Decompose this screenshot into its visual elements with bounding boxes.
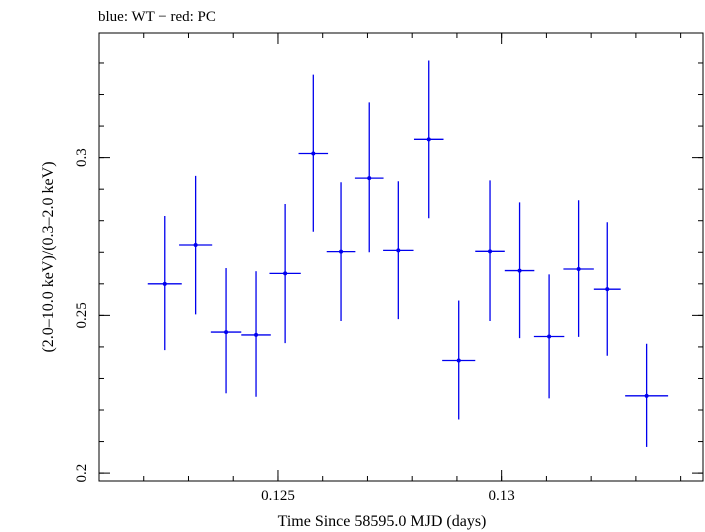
plot-frame <box>98 32 704 482</box>
data-point <box>210 268 242 394</box>
data-point <box>563 200 594 337</box>
data-point <box>475 180 505 322</box>
data-point <box>593 222 621 356</box>
data-point <box>504 202 535 339</box>
point-marker <box>339 249 344 254</box>
chart-title: blue: WT − red: PC <box>98 9 216 25</box>
tick-labels: 0.125 0.13 0.2 0.25 0.3 <box>74 148 515 504</box>
data-point <box>269 203 301 344</box>
point-marker <box>605 287 610 292</box>
data-point <box>179 175 213 315</box>
data-point <box>147 215 182 351</box>
point-marker <box>254 332 259 337</box>
data-point <box>625 343 669 447</box>
point-marker <box>644 393 649 398</box>
x-axis-label: Time Since 58595.0 MJD (days) <box>278 513 487 530</box>
point-marker <box>517 268 522 273</box>
point-marker <box>547 334 552 339</box>
data-point <box>383 181 414 320</box>
x-tick-label: 0.125 <box>261 488 295 504</box>
point-marker <box>283 271 288 276</box>
point-marker <box>311 151 316 156</box>
data-point <box>413 60 444 219</box>
y-axis-label: (2.0–10.0 keV)/(0.3–2.0 keV) <box>40 161 57 352</box>
data-point <box>298 74 329 232</box>
y-tick-label: 0.3 <box>74 148 90 167</box>
point-marker <box>576 266 581 271</box>
point-marker <box>367 176 372 181</box>
point-marker <box>193 243 198 248</box>
data-points <box>147 60 669 447</box>
data-point <box>442 300 476 420</box>
x-tick-label: 0.13 <box>489 488 515 504</box>
axis-ticks <box>98 33 703 481</box>
data-point <box>533 274 565 399</box>
y-tick-label: 0.25 <box>74 302 90 328</box>
point-marker <box>456 358 461 363</box>
data-point <box>241 271 271 397</box>
point-marker <box>396 248 401 253</box>
data-point <box>354 102 384 253</box>
point-marker <box>488 249 493 254</box>
point-marker <box>224 330 229 335</box>
data-point <box>326 182 356 322</box>
point-marker <box>162 281 167 286</box>
y-tick-label: 0.2 <box>74 464 90 483</box>
point-marker <box>426 137 431 142</box>
